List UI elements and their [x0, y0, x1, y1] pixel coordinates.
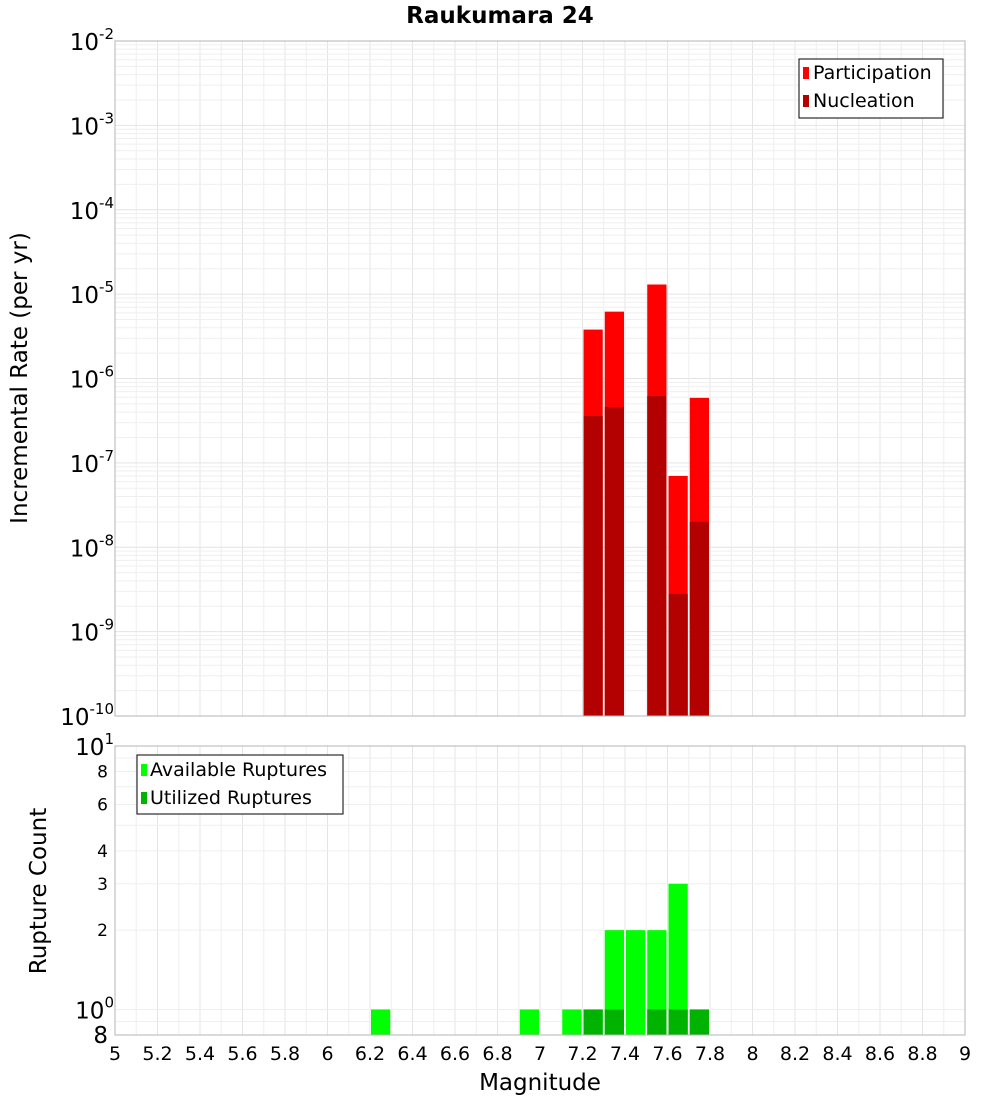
- count-plot-x-ticks: 5 5.2 5.4 5.6 5.8 6 6.2 6.4 6.6 6.8 7 7.2 7.4 7.6 7.8 8…: [109, 1043, 971, 1065]
- x-tick-label: 5.8: [270, 1043, 300, 1065]
- x-tick-label: 5.2: [142, 1043, 172, 1065]
- legend-utilized-label: Utilized Ruptures: [150, 787, 312, 809]
- rate-legend-box: [798, 58, 944, 119]
- x-tick-label: 7.2: [567, 1043, 597, 1065]
- x-tick-label: 7.8: [695, 1043, 725, 1065]
- legend-participation-label: Participation: [813, 62, 932, 84]
- x-axis-title: Magnitude: [479, 1070, 601, 1096]
- legend-nucleation-label: Nucleation: [813, 90, 915, 112]
- count-y-tick-label: 2: [97, 921, 108, 941]
- x-tick-label: 9: [959, 1043, 971, 1065]
- rate-y-tick-label: 10-10: [60, 700, 114, 731]
- x-tick-label: 8.6: [865, 1043, 895, 1065]
- count-legend: Available Ruptures Utilized Ruptures: [136, 754, 344, 815]
- utilized-bar-7-25: [583, 1009, 603, 1035]
- count-y-tick-label: 6: [97, 795, 108, 815]
- nucleation-bar-7-35: [604, 406, 624, 716]
- count-y-tick-label: 8: [93, 1023, 108, 1049]
- count-y-tick-label: 8: [97, 763, 108, 783]
- x-tick-label: 8: [746, 1043, 758, 1065]
- rate-plot-grid: [114, 41, 966, 717]
- nucleation-bar-7-25: [583, 415, 603, 716]
- count-y-tick-label: 3: [97, 875, 108, 895]
- x-tick-label: 8.8: [907, 1043, 937, 1065]
- rate-y-tick-label: 10-9: [70, 616, 114, 647]
- count-plot-grid: [114, 746, 966, 1036]
- rate-plot-y-ticks: 10-10 10-9 10-8 10-7 10-6 10-5 10-4 10-3 10-2: [60, 25, 114, 731]
- legend-nucleation-swatch: [803, 95, 809, 107]
- x-tick-label: 6: [321, 1043, 333, 1065]
- utilized-bar-7-65: [668, 1009, 688, 1035]
- rate-y-tick-label: 10-3: [70, 109, 114, 140]
- x-tick-label: 6.4: [397, 1043, 427, 1065]
- rate-y-tick-label: 10-4: [70, 194, 114, 225]
- x-tick-label: 7: [534, 1043, 546, 1065]
- legend-utilized-swatch: [141, 792, 147, 804]
- x-tick-label: 6.8: [482, 1043, 512, 1065]
- count-legend-box: [136, 754, 344, 815]
- utilized-bar-7-55: [647, 1009, 667, 1035]
- utilized-bar-7-35: [604, 1009, 624, 1035]
- rate-plot: 10-10 10-9 10-8 10-7 10-6 10-5 10-4 10-3 10-2 In…: [7, 25, 966, 731]
- rate-legend: Participation Nucleation: [798, 58, 944, 119]
- available-bar-7-45: [626, 930, 646, 1035]
- available-bar-7-55: [647, 930, 667, 1035]
- available-bar-6-25: [371, 1009, 391, 1035]
- available-bar-6-95: [519, 1009, 539, 1035]
- rate-y-tick-label: 10-5: [70, 278, 114, 309]
- rate-y-tick-label: 10-8: [70, 531, 114, 562]
- x-tick-label: 5: [109, 1043, 121, 1065]
- nucleation-bar-7-65: [668, 593, 688, 716]
- count-y-axis-title: Rupture Count: [26, 808, 52, 974]
- count-plot-bars: [371, 883, 709, 1035]
- rate-plot-bars: [583, 284, 709, 716]
- available-bar-7-65: [668, 883, 688, 1035]
- x-tick-label: 5.4: [185, 1043, 215, 1065]
- legend-available-label: Available Ruptures: [150, 759, 327, 781]
- legend-available-swatch: [141, 764, 147, 776]
- count-y-tick-label: 100: [75, 993, 114, 1024]
- available-bar-7-35: [604, 930, 624, 1035]
- rate-y-tick-label: 10-6: [70, 363, 114, 394]
- x-tick-label: 5.6: [227, 1043, 257, 1065]
- count-y-tick-label: 101: [75, 730, 114, 761]
- x-tick-label: 6.2: [355, 1043, 385, 1065]
- x-tick-label: 6.6: [440, 1043, 470, 1065]
- x-tick-label: 7.6: [652, 1043, 682, 1065]
- legend-participation-swatch: [803, 67, 809, 79]
- utilized-bar-7-75: [689, 1009, 709, 1035]
- rate-y-tick-label: 10-2: [70, 25, 114, 56]
- count-y-tick-label: 4: [97, 842, 108, 862]
- x-tick-label: 7.4: [610, 1043, 640, 1065]
- rate-y-axis-title: Incremental Rate (per yr): [7, 232, 33, 524]
- chart-title: Raukumara 24: [406, 3, 594, 29]
- rate-plot-frame: [114, 40, 966, 717]
- x-tick-label: 8.4: [822, 1043, 852, 1065]
- x-tick-label: 8.2: [780, 1043, 810, 1065]
- count-plot-frame: [114, 745, 966, 1036]
- nucleation-bar-7-55: [647, 396, 667, 716]
- available-bar-7-15: [562, 1009, 582, 1035]
- rate-y-tick-label: 10-7: [70, 447, 114, 478]
- nucleation-bar-7-75: [689, 521, 709, 716]
